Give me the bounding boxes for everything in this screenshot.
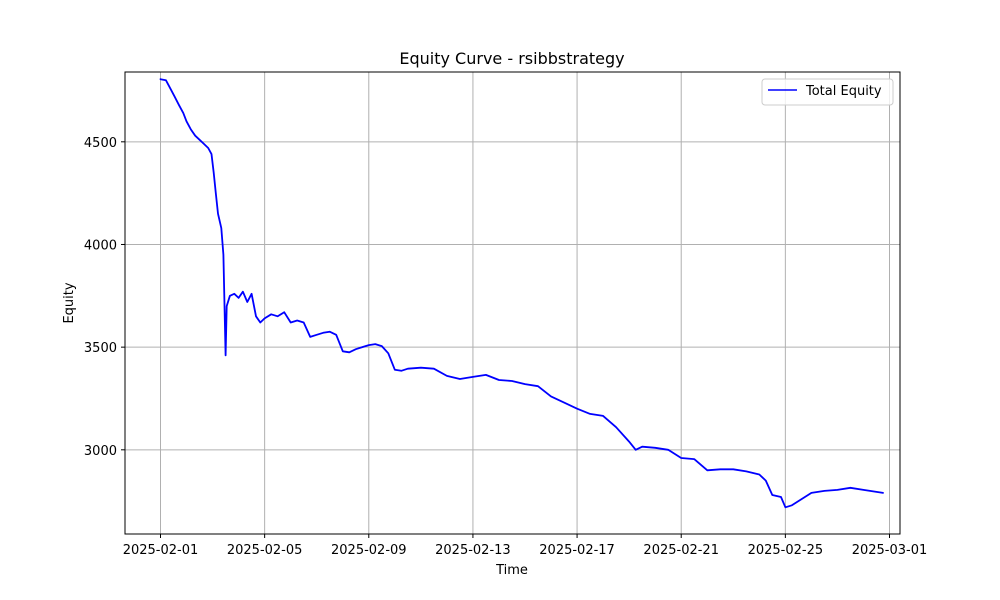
- x-tick-label: 2025-02-13: [435, 543, 511, 558]
- x-tick-label: 2025-02-09: [331, 543, 407, 558]
- x-tick-label: 2025-02-25: [748, 543, 824, 558]
- grid-layer: [125, 72, 900, 534]
- legend-label-total-equity: Total Equity: [805, 84, 882, 99]
- y-ticks-layer: 3000 3500 4000 4500: [84, 136, 125, 459]
- chart-title: Equity Curve - rsibbstrategy: [399, 49, 624, 68]
- series-layer: [159, 78, 884, 509]
- legend-box: [761, 78, 894, 106]
- plot-frame: [124, 71, 901, 535]
- x-tick-label: 2025-03-01: [852, 543, 928, 558]
- x-axis-label: Time: [495, 563, 528, 578]
- y-tick-label: 3500: [84, 341, 117, 356]
- y-tick-label: 4000: [84, 238, 117, 253]
- y-tick-label: 4500: [84, 136, 117, 151]
- legend: Total Equity: [761, 78, 894, 106]
- series-line-total-equity: [159, 78, 884, 509]
- x-tick-label: 2025-02-05: [227, 543, 303, 558]
- x-ticks-layer: 2025-02-01 2025-02-05 2025-02-09 2025-02-13…: [123, 534, 928, 558]
- x-tick-label: 2025-02-21: [643, 543, 719, 558]
- x-tick-label: 2025-02-17: [539, 543, 615, 558]
- x-tick-label: 2025-02-01: [123, 543, 199, 558]
- y-tick-label: 3000: [84, 444, 117, 459]
- y-axis-label: Equity: [62, 282, 77, 323]
